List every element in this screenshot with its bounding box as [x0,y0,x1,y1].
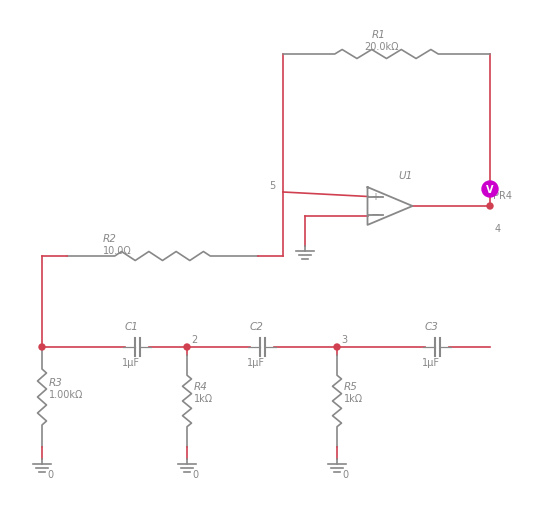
Text: 4: 4 [495,223,501,234]
Text: 1kΩ: 1kΩ [194,393,213,403]
Text: 1kΩ: 1kΩ [344,393,363,403]
Text: R3: R3 [49,377,63,387]
Text: −: − [371,210,380,220]
Text: R4: R4 [194,381,208,391]
Text: +: + [371,191,380,201]
Circle shape [39,344,45,350]
Text: R1: R1 [371,30,386,40]
Text: 2: 2 [191,334,197,344]
Circle shape [487,204,493,210]
Text: U1: U1 [398,171,412,181]
Text: 0: 0 [342,469,348,479]
Text: 1.00kΩ: 1.00kΩ [49,389,83,399]
Text: C3: C3 [424,321,438,331]
Text: 1μF: 1μF [422,357,440,367]
Text: 1μF: 1μF [247,357,265,367]
Text: 20.0kΩ: 20.0kΩ [364,42,399,52]
Text: 3: 3 [341,334,347,344]
Text: V: V [486,185,494,194]
Text: 0: 0 [47,469,53,479]
Text: 10.0Ω: 10.0Ω [102,245,131,256]
Text: R2: R2 [102,234,116,243]
Text: 5: 5 [269,181,276,191]
Text: C1: C1 [124,321,138,331]
Circle shape [334,344,340,350]
Text: R5: R5 [344,381,358,391]
Text: 0: 0 [192,469,198,479]
Text: PR4: PR4 [493,191,512,201]
Text: 1μF: 1μF [122,357,140,367]
Circle shape [482,182,498,197]
Circle shape [184,344,190,350]
Text: C2: C2 [249,321,263,331]
